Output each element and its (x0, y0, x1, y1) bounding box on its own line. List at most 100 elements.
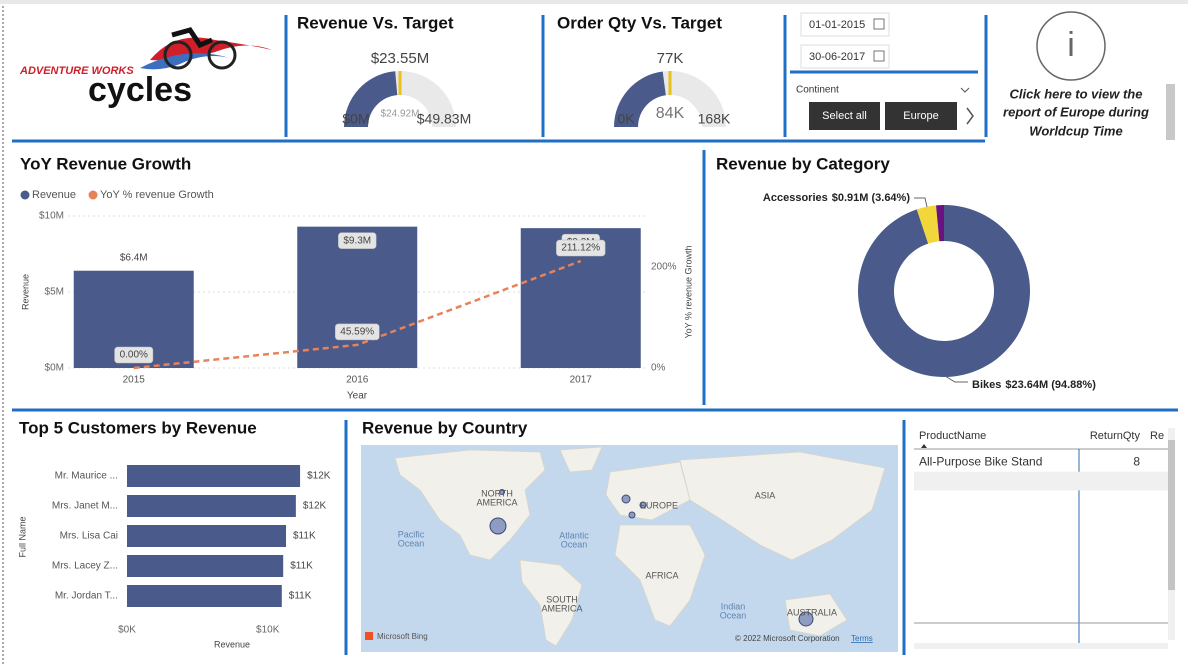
x-axis-title: Year (347, 391, 368, 402)
data-label-box (114, 346, 154, 364)
data-label: $11K (290, 561, 313, 572)
map-label: Indian (721, 601, 746, 611)
leader-line (944, 375, 968, 383)
y2-tick-label: 200% (651, 261, 677, 272)
slicer-button[interactable] (809, 102, 880, 130)
y-tick-label: $0M (45, 363, 64, 374)
map-land (679, 451, 886, 561)
donut-slice (858, 204, 1031, 377)
info-icon[interactable]: i (1067, 26, 1075, 64)
logo-wheel (207, 40, 237, 70)
calendar-icon[interactable] (873, 18, 885, 30)
value-label: $23.64M (94.88%) (1005, 379, 1096, 391)
date-input[interactable] (800, 44, 890, 69)
y2-axis-title: YoY % revenue Growth (683, 245, 693, 338)
chart-title: Revenue Vs. Target (297, 13, 454, 32)
gauge-target-label: $24.92M (381, 109, 420, 120)
map-label: NORTH (481, 488, 513, 498)
map-label: ASIA (755, 490, 776, 500)
bar (127, 525, 287, 547)
scrollbar[interactable] (1166, 84, 1175, 140)
y-tick-label: Mrs. Lacey Z... (52, 561, 118, 572)
map-bubble[interactable] (798, 611, 814, 627)
data-label: $9.3M (343, 235, 371, 246)
info-button[interactable]: i Click here to view the report of Europ… (1003, 11, 1175, 140)
map-label: AFRICA (645, 570, 678, 580)
y-tick-label: $5M (45, 287, 64, 298)
map-land (784, 593, 848, 637)
bar (127, 585, 282, 607)
map-label: AUSTRALIA (787, 607, 837, 617)
table-cell: All-Purpose Bike Stand (919, 455, 1042, 469)
legend-swatch (20, 190, 30, 200)
data-label: 211.12% (561, 243, 600, 254)
map-land (614, 524, 706, 627)
y-tick-label: $10M (39, 211, 64, 222)
column-header: Re (1150, 430, 1164, 442)
y-axis-title: Full Name (17, 516, 27, 557)
dropdown-chevron[interactable] (960, 87, 970, 93)
map-label: Ocean (561, 539, 588, 549)
data-label: Accessories $0.91M (3.64%) (763, 192, 910, 204)
logo-name: cycles (88, 71, 192, 109)
y-tick-label: Mr. Jordan T... (55, 591, 118, 602)
logo-rider (171, 27, 213, 49)
donut-slice (916, 205, 940, 244)
donut-slice (936, 205, 944, 242)
top-bar (0, 0, 1188, 4)
map-bubble[interactable] (489, 517, 507, 535)
y-tick-label: Mrs. Janet M... (52, 501, 118, 512)
legend-label: YoY % revenue Growth (100, 189, 214, 201)
info-icon-circle[interactable] (1036, 11, 1106, 81)
row-band (914, 471, 1168, 491)
map-label: SOUTH (546, 594, 578, 604)
x-tick-label: 2016 (346, 375, 369, 386)
calendar-icon[interactable] (873, 50, 885, 62)
data-label: $11K (289, 591, 312, 602)
sort-indicator (921, 444, 927, 448)
chart-title: Top 5 Customers by Revenue (19, 418, 257, 437)
table-scrollbar-thumb[interactable] (1168, 440, 1175, 590)
bar (127, 495, 296, 517)
data-label: $6.4M (120, 252, 148, 263)
date-input[interactable] (800, 12, 890, 37)
legend-swatch (88, 190, 98, 200)
info-text[interactable]: Worldcup Time (1029, 123, 1122, 138)
map-bubble[interactable] (639, 501, 647, 509)
slicer-option[interactable]: Europe (903, 110, 938, 122)
info-text[interactable]: report of Europe during (1003, 104, 1149, 119)
gauge-range-label: $49.83M (417, 111, 471, 127)
x-tick-label: $10K (256, 625, 280, 636)
date-slicer: 01-01-2015 30-06-2017 Continent Select a… (796, 12, 974, 130)
map-bubble[interactable] (499, 489, 505, 495)
map-land (559, 446, 603, 473)
gauge-value (344, 71, 398, 127)
table-cell: 8 (1133, 455, 1140, 469)
map-terms[interactable]: Terms (851, 634, 873, 643)
chart-title: YoY Revenue Growth (20, 154, 191, 173)
info-text[interactable]: Click here to view the (1010, 86, 1143, 101)
map-land (519, 559, 583, 647)
slicer-option[interactable]: Select all (822, 110, 867, 122)
gauge-value (614, 71, 666, 127)
map-label: AMERICA (541, 603, 582, 613)
bar (127, 555, 284, 577)
map-copyright: © 2022 Microsoft Corporation (735, 634, 840, 643)
chart-title: Revenue by Country (362, 418, 528, 437)
end-date: 30-06-2017 (809, 51, 865, 63)
map-label: EUROPE (640, 500, 678, 510)
bing-logo (365, 632, 373, 640)
map-bubble[interactable] (628, 511, 636, 519)
table-hscrollbar[interactable] (914, 643, 1168, 649)
chart-title: Order Qty Vs. Target (557, 13, 722, 32)
next-arrow[interactable] (966, 107, 974, 125)
slicer-label: Continent (796, 85, 839, 96)
map-label: AMERICA (476, 497, 517, 507)
x-tick-label: $0K (118, 625, 136, 636)
slicer-button[interactable] (885, 102, 957, 130)
map-bubble[interactable] (621, 494, 631, 504)
line (133, 259, 582, 370)
leader-line (914, 197, 928, 208)
gauge-range-label: 0K (617, 111, 635, 127)
